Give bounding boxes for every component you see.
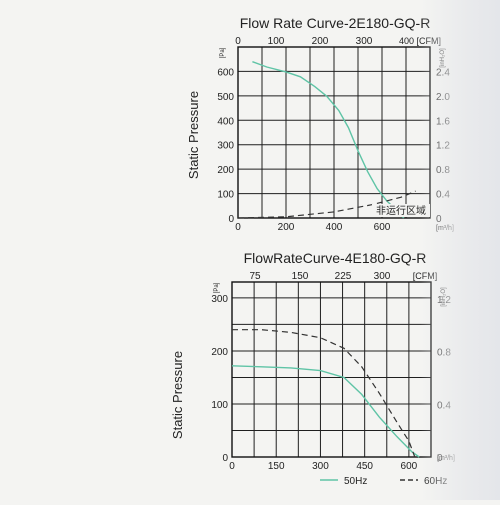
chart-2-x-tick-label: 300	[312, 461, 329, 472]
chart-2-top-tick-label: 300	[374, 271, 391, 282]
chart-2-y-tick-label: 300	[211, 294, 228, 305]
chart-2-y-tick-label: 0	[222, 453, 228, 464]
chart-1-series-2-line	[237, 190, 416, 219]
chart-1-y-units: [Pa]	[220, 47, 226, 58]
chart-1-y-tick-label: 200	[217, 165, 234, 176]
chart-2-x-tick-label: 600	[401, 461, 418, 472]
chart-1-top-tick-label: 0	[235, 36, 241, 47]
chart-1-x-tick-label: 600	[374, 222, 391, 233]
chart-1-title: Flow Rate Curve-2E180-GQ-R	[240, 15, 431, 31]
chart-1-top-tick-label: 200	[312, 36, 329, 47]
chart-1-top-tick-label: 100	[268, 36, 285, 47]
chart-2-title: FlowRateCurve-4E180-GQ-R	[244, 250, 427, 266]
chart-2-x-tick-label: 0	[229, 461, 235, 472]
chart-1-y-tick-label: 100	[217, 190, 234, 201]
chart-1-x-tick-label: 200	[278, 222, 295, 233]
chart-2-series-1-line	[231, 365, 420, 458]
chart-2-x-tick-label: 150	[268, 461, 285, 472]
chart-2-x-tick-label: 450	[356, 461, 373, 472]
chart-2-y-axis-label: Static Pressure	[170, 351, 185, 439]
chart-1-series-1-line	[252, 61, 405, 219]
chart-2-legend-label-1: 50Hz	[344, 476, 367, 487]
chart-2-top-tick-label: 75	[249, 271, 261, 282]
chart-1-annotation-bg	[372, 204, 430, 217]
chart-2-y-tick-label: 200	[211, 347, 228, 358]
chart-1-y-tick-label: 400	[217, 116, 234, 127]
chart-1-y-tick-label: 600	[217, 67, 234, 78]
chart-2-series-2-line	[232, 329, 416, 458]
chart-2-top-tick-label: 150	[292, 271, 309, 282]
chart-2-y-units: [Pa]	[214, 282, 220, 293]
chart-1-y-tick-label: 500	[217, 92, 234, 103]
chart-1-y-tick-label: 300	[217, 141, 234, 152]
background-edge	[420, 0, 500, 500]
chart-1-annotation: 非运行区域	[376, 204, 426, 217]
chart-1-top-tick-label: 300	[356, 36, 373, 47]
chart-2-top-tick-label: 225	[335, 271, 352, 282]
chart-1-y-tick-label: 0	[228, 214, 234, 225]
chart-1-x-tick-label: 400	[326, 222, 343, 233]
chart-1-y-axis-label: Static Pressure	[186, 91, 201, 179]
chart-1-x-tick-label: 0	[235, 222, 241, 233]
chart-2-y-tick-label: 100	[211, 400, 228, 411]
